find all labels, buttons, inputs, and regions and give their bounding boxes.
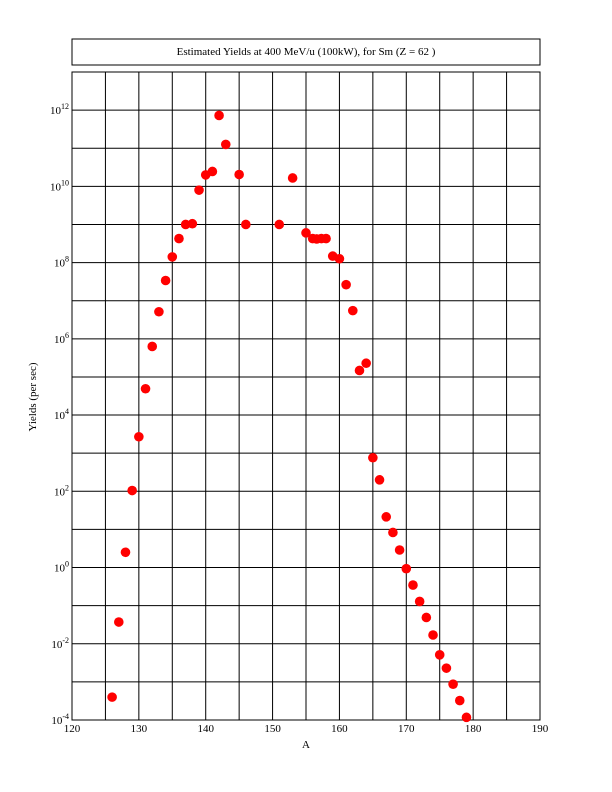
data-point <box>274 219 285 230</box>
x-tick-label: 160 <box>331 723 348 735</box>
grid <box>72 72 540 720</box>
data-point <box>448 679 458 689</box>
data-point <box>287 173 298 183</box>
data-point <box>361 358 371 369</box>
y-tick-label: 10-2 <box>51 636 69 651</box>
y-tick-label: 100 <box>54 560 69 575</box>
x-tick-label: 140 <box>197 723 214 735</box>
data-point <box>140 383 151 394</box>
data-point <box>174 233 184 244</box>
x-axis-ticks: 120 130 140 150 160 170 180 190 <box>64 723 549 735</box>
data-point <box>374 475 385 485</box>
data-point <box>147 341 158 352</box>
y-tick-label: 102 <box>54 483 69 498</box>
data-point <box>381 512 392 522</box>
data-point <box>348 305 358 316</box>
y-tick-label: 1010 <box>50 178 69 193</box>
data-point <box>107 692 117 702</box>
data-points <box>107 110 472 723</box>
data-point <box>154 306 164 317</box>
x-tick-label: 150 <box>264 723 281 735</box>
data-point <box>334 253 345 264</box>
data-point <box>134 431 144 442</box>
x-tick-label: 170 <box>398 723 415 735</box>
chart-title: Estimated Yields at 400 MeV/u (100kW), f… <box>177 46 436 58</box>
x-tick-label: 130 <box>131 723 148 735</box>
y-axis-ticks: 10-4 10-2 100 102 104 106 108 1010 1012 <box>50 102 69 727</box>
data-point <box>428 630 438 640</box>
data-point <box>368 452 378 463</box>
data-point <box>388 527 398 538</box>
data-point <box>241 219 251 230</box>
data-point <box>461 712 472 723</box>
y-tick-label: 108 <box>54 255 69 270</box>
data-point <box>421 612 432 623</box>
data-point <box>401 563 412 574</box>
x-tick-label: 190 <box>532 723 549 735</box>
data-point <box>341 279 351 290</box>
data-point <box>434 650 445 660</box>
data-point <box>127 485 137 496</box>
data-point <box>187 218 198 229</box>
data-point <box>321 233 331 244</box>
y-tick-label: 1012 <box>50 102 69 117</box>
x-axis-label: A <box>302 739 310 751</box>
x-tick-label: 180 <box>465 723 482 735</box>
data-point <box>207 166 218 177</box>
data-point <box>160 275 171 286</box>
data-point <box>214 110 224 121</box>
y-tick-label: 104 <box>54 407 69 422</box>
y-tick-label: 10-4 <box>51 712 69 727</box>
data-point <box>408 580 418 590</box>
data-point <box>120 547 131 558</box>
data-point <box>234 169 244 180</box>
plot-frame <box>71 71 541 721</box>
data-point <box>354 365 365 376</box>
data-point <box>167 252 178 262</box>
y-axis-label: Yields (per sec) <box>27 362 39 431</box>
data-point <box>394 545 405 555</box>
title-box <box>71 38 541 66</box>
data-point <box>220 139 231 150</box>
data-point <box>441 663 452 673</box>
y-tick-label: 106 <box>54 331 69 346</box>
data-point <box>194 185 204 195</box>
x-tick-label: 120 <box>64 723 81 735</box>
data-point <box>454 695 465 706</box>
data-point <box>114 617 124 627</box>
data-point <box>301 228 311 238</box>
data-point <box>414 596 425 607</box>
